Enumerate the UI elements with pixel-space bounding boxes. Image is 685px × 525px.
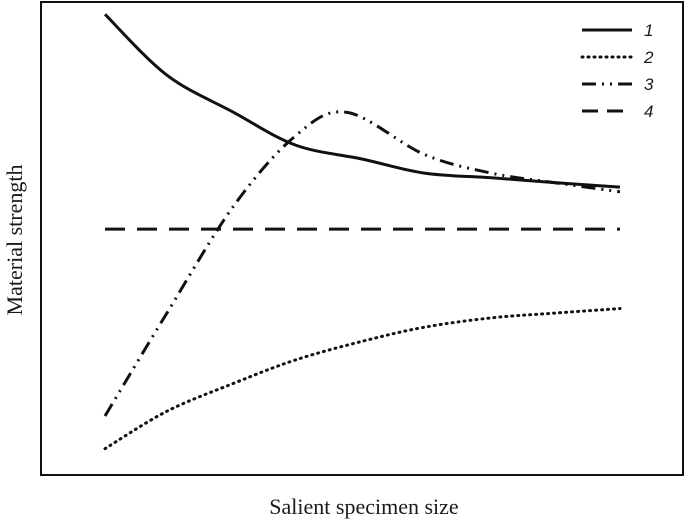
y-axis-label: Material strength — [2, 165, 27, 316]
series-3-line — [103, 110, 621, 417]
series-2-line — [103, 307, 622, 451]
legend: 1 2 3 4 — [580, 21, 654, 121]
x-axis-label: Salient specimen size — [269, 494, 458, 519]
series-layer — [103, 13, 622, 451]
legend-label-4: 4 — [644, 102, 653, 121]
series-1-line — [103, 13, 621, 189]
legend-label-1: 1 — [644, 21, 653, 40]
plot-frame — [40, 1, 684, 476]
legend-label-2: 2 — [643, 48, 654, 67]
legend-label-3: 3 — [644, 75, 654, 94]
